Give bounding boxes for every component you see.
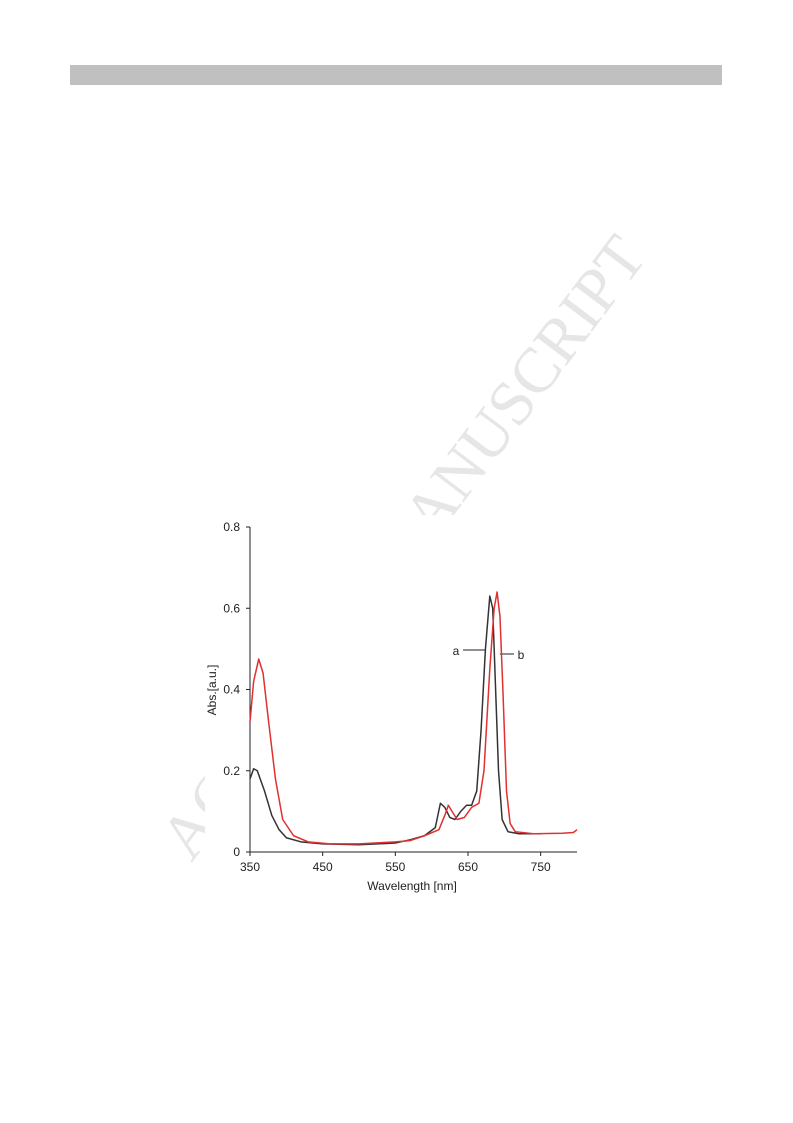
y-tick-label: 0.6 [223, 601, 240, 615]
y-tick-label: 0.8 [223, 520, 240, 534]
figure-background [205, 515, 585, 895]
x-tick-label: 550 [385, 860, 405, 874]
legend-label: a [453, 644, 460, 658]
legend-label: b [518, 648, 525, 662]
header-bar [70, 65, 722, 85]
x-tick-label: 350 [240, 860, 260, 874]
x-axis-label: Wavelength [nm] [367, 879, 457, 893]
x-tick-label: 650 [458, 860, 478, 874]
y-axis-label: Abs.[a.u.] [205, 665, 219, 716]
x-tick-label: 750 [531, 860, 551, 874]
data-line [249, 591, 578, 845]
y-tick-label: 0.2 [223, 764, 240, 778]
data-line [249, 595, 541, 846]
y-tick-label: 0.4 [223, 683, 240, 697]
x-tick-label: 450 [313, 860, 333, 874]
y-tick-label: 0 [233, 845, 240, 859]
